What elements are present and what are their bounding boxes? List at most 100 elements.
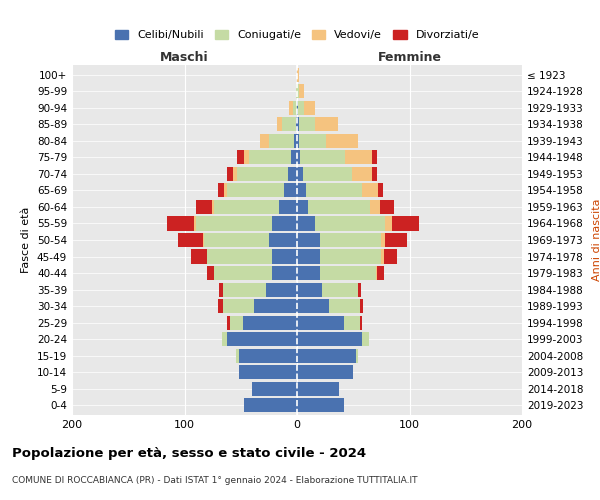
Bar (297, 118, 299, 132)
Bar (373, 150, 377, 164)
Bar (297, 150, 301, 164)
Bar (382, 250, 383, 264)
Bar (373, 167, 377, 181)
Bar (358, 282, 361, 296)
Bar (297, 84, 299, 98)
Bar (272, 250, 297, 264)
Bar (236, 348, 239, 362)
Bar (254, 299, 297, 313)
Bar (297, 316, 344, 330)
Bar (289, 101, 293, 115)
Bar (224, 184, 227, 198)
Bar (346, 150, 373, 164)
Bar (297, 332, 362, 346)
Bar (297, 348, 355, 362)
Bar (277, 118, 283, 132)
Bar (299, 118, 315, 132)
Bar (178, 233, 203, 247)
Bar (322, 282, 358, 296)
Bar (355, 348, 358, 362)
Y-axis label: Fasce di età: Fasce di età (22, 207, 31, 273)
Bar (296, 84, 297, 98)
Bar (297, 282, 322, 296)
Bar (377, 266, 383, 280)
Bar (329, 299, 360, 313)
Bar (212, 200, 214, 214)
Bar (326, 134, 358, 148)
Bar (297, 266, 320, 280)
Bar (218, 299, 223, 313)
Bar (362, 184, 378, 198)
Bar (284, 184, 297, 198)
Bar (297, 299, 329, 313)
Bar (218, 184, 224, 198)
Bar (239, 365, 297, 379)
Bar (238, 167, 288, 181)
Text: Popolazione per età, sesso e stato civile - 2024: Popolazione per età, sesso e stato civil… (12, 448, 366, 460)
Bar (306, 184, 362, 198)
Bar (297, 134, 299, 148)
Bar (196, 216, 272, 230)
Text: COMUNE DI ROCCABIANCA (PR) - Dati ISTAT 1° gennaio 2024 - Elaborazione TUTTITALI: COMUNE DI ROCCABIANCA (PR) - Dati ISTAT … (12, 476, 418, 485)
Bar (302, 167, 352, 181)
Bar (193, 216, 196, 230)
Bar (292, 150, 297, 164)
Bar (383, 250, 397, 264)
Bar (392, 216, 419, 230)
Bar (320, 233, 382, 247)
Bar (233, 167, 238, 181)
Bar (362, 332, 369, 346)
Bar (239, 348, 297, 362)
Bar (382, 233, 385, 247)
Bar (220, 282, 223, 296)
Bar (279, 200, 297, 214)
Bar (238, 150, 244, 164)
Bar (265, 282, 297, 296)
Bar (293, 134, 297, 148)
Bar (297, 200, 308, 214)
Bar (227, 167, 233, 181)
Bar (227, 332, 297, 346)
Bar (360, 299, 364, 313)
Bar (297, 216, 315, 230)
Bar (385, 216, 392, 230)
Bar (223, 299, 254, 313)
Bar (167, 216, 193, 230)
Bar (244, 150, 248, 164)
Bar (293, 101, 297, 115)
Bar (301, 150, 346, 164)
Bar (260, 134, 269, 148)
Bar (299, 84, 304, 98)
Bar (272, 266, 297, 280)
Bar (296, 118, 297, 132)
Bar (269, 233, 297, 247)
Bar (376, 266, 377, 280)
Bar (243, 316, 297, 330)
Text: Maschi: Maschi (160, 51, 209, 64)
Bar (320, 266, 376, 280)
Bar (297, 365, 353, 379)
Bar (272, 216, 297, 230)
Bar (308, 200, 370, 214)
Bar (191, 250, 207, 264)
Bar (360, 316, 362, 330)
Bar (223, 282, 265, 296)
Bar (385, 233, 407, 247)
Bar (378, 184, 383, 198)
Bar (288, 167, 297, 181)
Bar (320, 250, 382, 264)
Bar (299, 134, 326, 148)
Bar (297, 68, 299, 82)
Bar (248, 150, 292, 164)
Bar (370, 200, 380, 214)
Bar (297, 101, 298, 115)
Bar (380, 200, 394, 214)
Bar (227, 184, 284, 198)
Bar (214, 200, 279, 214)
Bar (227, 316, 229, 330)
Bar (283, 118, 296, 132)
Bar (315, 216, 385, 230)
Bar (297, 233, 320, 247)
Y-axis label: Anni di nascita: Anni di nascita (592, 198, 600, 281)
Bar (297, 184, 306, 198)
